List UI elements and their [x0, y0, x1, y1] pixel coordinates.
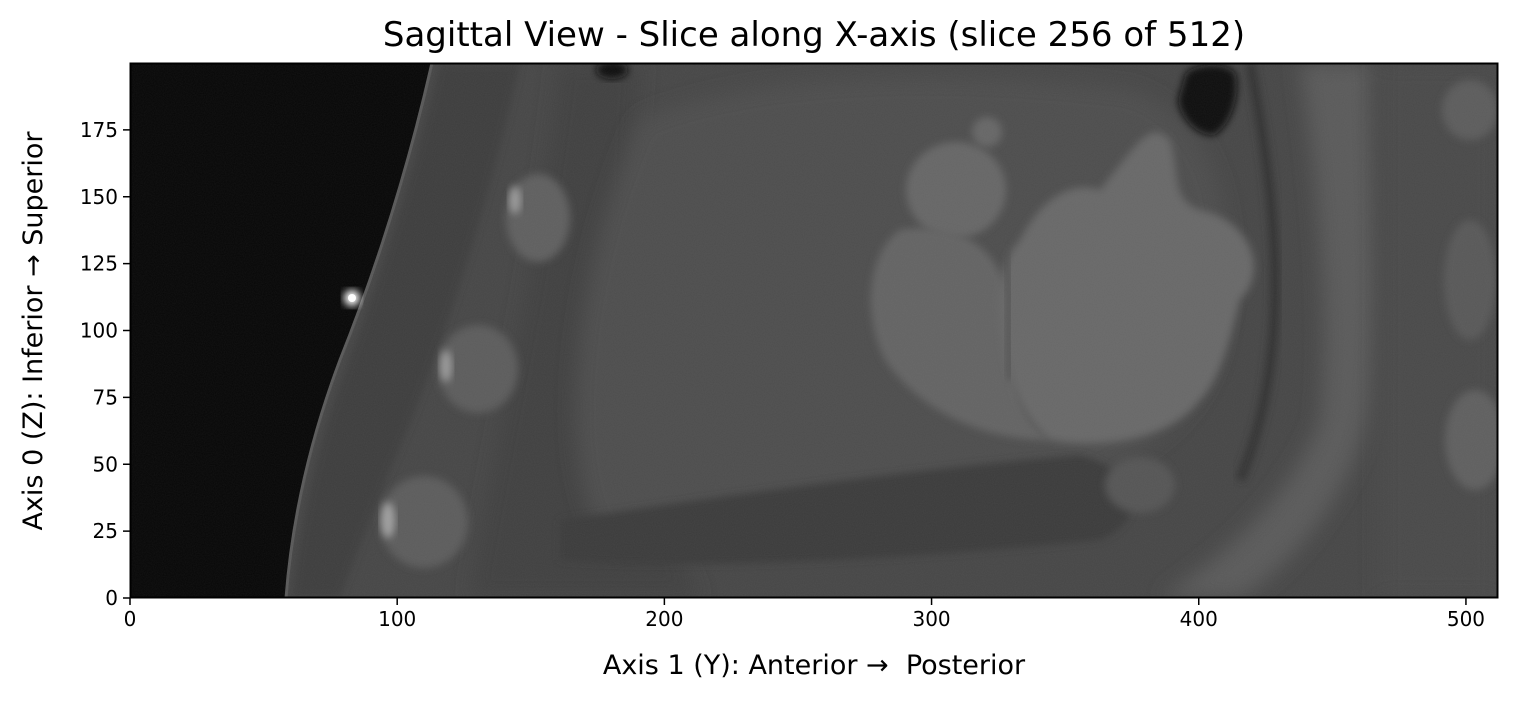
x-tick-label: 500 [1447, 607, 1485, 631]
y-axis-label: Axis 0 (Z): Inferior → Superior [18, 131, 49, 531]
x-tick-label: 300 [912, 607, 950, 631]
ct-slice-image [130, 63, 1498, 598]
x-axis-label: Axis 1 (Y): Anterior → Posterior [602, 650, 1026, 681]
y-tick-label: 125 [80, 252, 118, 276]
x-tick-label: 200 [645, 607, 683, 631]
axes-frame [129, 62, 1499, 599]
x-tick-label: 100 [378, 607, 416, 631]
x-tick-label: 400 [1180, 607, 1218, 631]
y-tick-label: 75 [93, 385, 118, 409]
x-axis-ticks: 0 100 200 300 400 500 [124, 598, 1485, 631]
y-tick-label: 150 [80, 185, 118, 209]
x-tick-label: 0 [124, 607, 137, 631]
y-tick-label: 50 [93, 452, 118, 476]
y-tick-label: 175 [80, 118, 118, 142]
y-tick-label: 100 [80, 319, 118, 343]
y-axis-ticks: 0 25 50 75 100 125 150 175 [80, 118, 130, 610]
y-tick-label: 0 [105, 586, 118, 610]
y-tick-label: 25 [93, 519, 118, 543]
figure-title: Sagittal View - Slice along X-axis (slic… [382, 15, 1246, 55]
